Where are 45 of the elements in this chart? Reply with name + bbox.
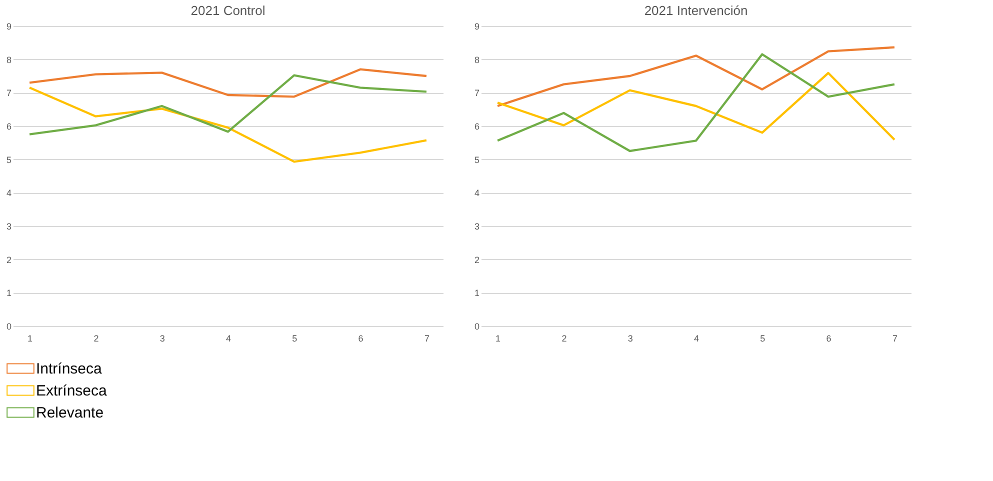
y-tick-label: 9 <box>6 22 12 32</box>
x-tick-label: 1 <box>496 334 501 344</box>
y-tick-label: 9 <box>474 22 480 32</box>
y-tick-label: 8 <box>6 54 12 65</box>
y-tick-label: 0 <box>474 322 480 332</box>
x-tick-label: 1 <box>28 334 33 344</box>
y-tick-label: 7 <box>474 88 480 98</box>
x-tick-label: 7 <box>424 334 430 344</box>
y-tick-label: 2 <box>474 254 480 265</box>
line-series <box>496 72 896 141</box>
x-tick-label: 6 <box>358 334 364 344</box>
x-tick-label: 2 <box>562 334 567 344</box>
y-tick-label: 1 <box>474 288 480 298</box>
x-tick-label: 5 <box>292 334 298 344</box>
line-series <box>496 46 896 108</box>
y-tick-label: 3 <box>6 222 12 232</box>
x-tick-label: 2 <box>94 334 99 344</box>
y-tick-label: 5 <box>6 154 12 165</box>
y-tick-label: 4 <box>6 188 12 198</box>
y-tick-label: 6 <box>6 122 12 132</box>
x-tick-label: 7 <box>892 334 898 344</box>
y-tick-label: 8 <box>474 54 480 65</box>
x-tick-label: 3 <box>628 334 633 344</box>
y-tick-label: 0 <box>6 322 12 332</box>
x-tick-label: 6 <box>826 334 832 344</box>
y-tick-label: 4 <box>474 188 480 198</box>
line-series <box>28 74 428 136</box>
x-tick-label: 4 <box>226 334 232 344</box>
y-tick-label: 5 <box>474 154 480 165</box>
legend-label: Relevante <box>36 404 104 422</box>
line-series <box>496 53 896 152</box>
y-tick-label: 7 <box>6 88 12 98</box>
x-tick-label: 4 <box>694 334 700 344</box>
x-tick-label: 3 <box>160 334 165 344</box>
legend-label: Intrínseca <box>36 360 103 378</box>
x-tick-label: 5 <box>760 334 766 344</box>
line-series <box>28 86 428 163</box>
chart-title: 2021 Intervención <box>644 3 748 18</box>
legend-label: Extrínseca <box>36 382 108 400</box>
line-series <box>28 68 428 98</box>
y-tick-label: 3 <box>474 222 480 232</box>
y-tick-label: 1 <box>6 288 12 298</box>
y-tick-label: 6 <box>474 122 480 132</box>
y-tick-label: 2 <box>6 254 12 265</box>
chart-title: 2021 Control <box>190 3 266 18</box>
